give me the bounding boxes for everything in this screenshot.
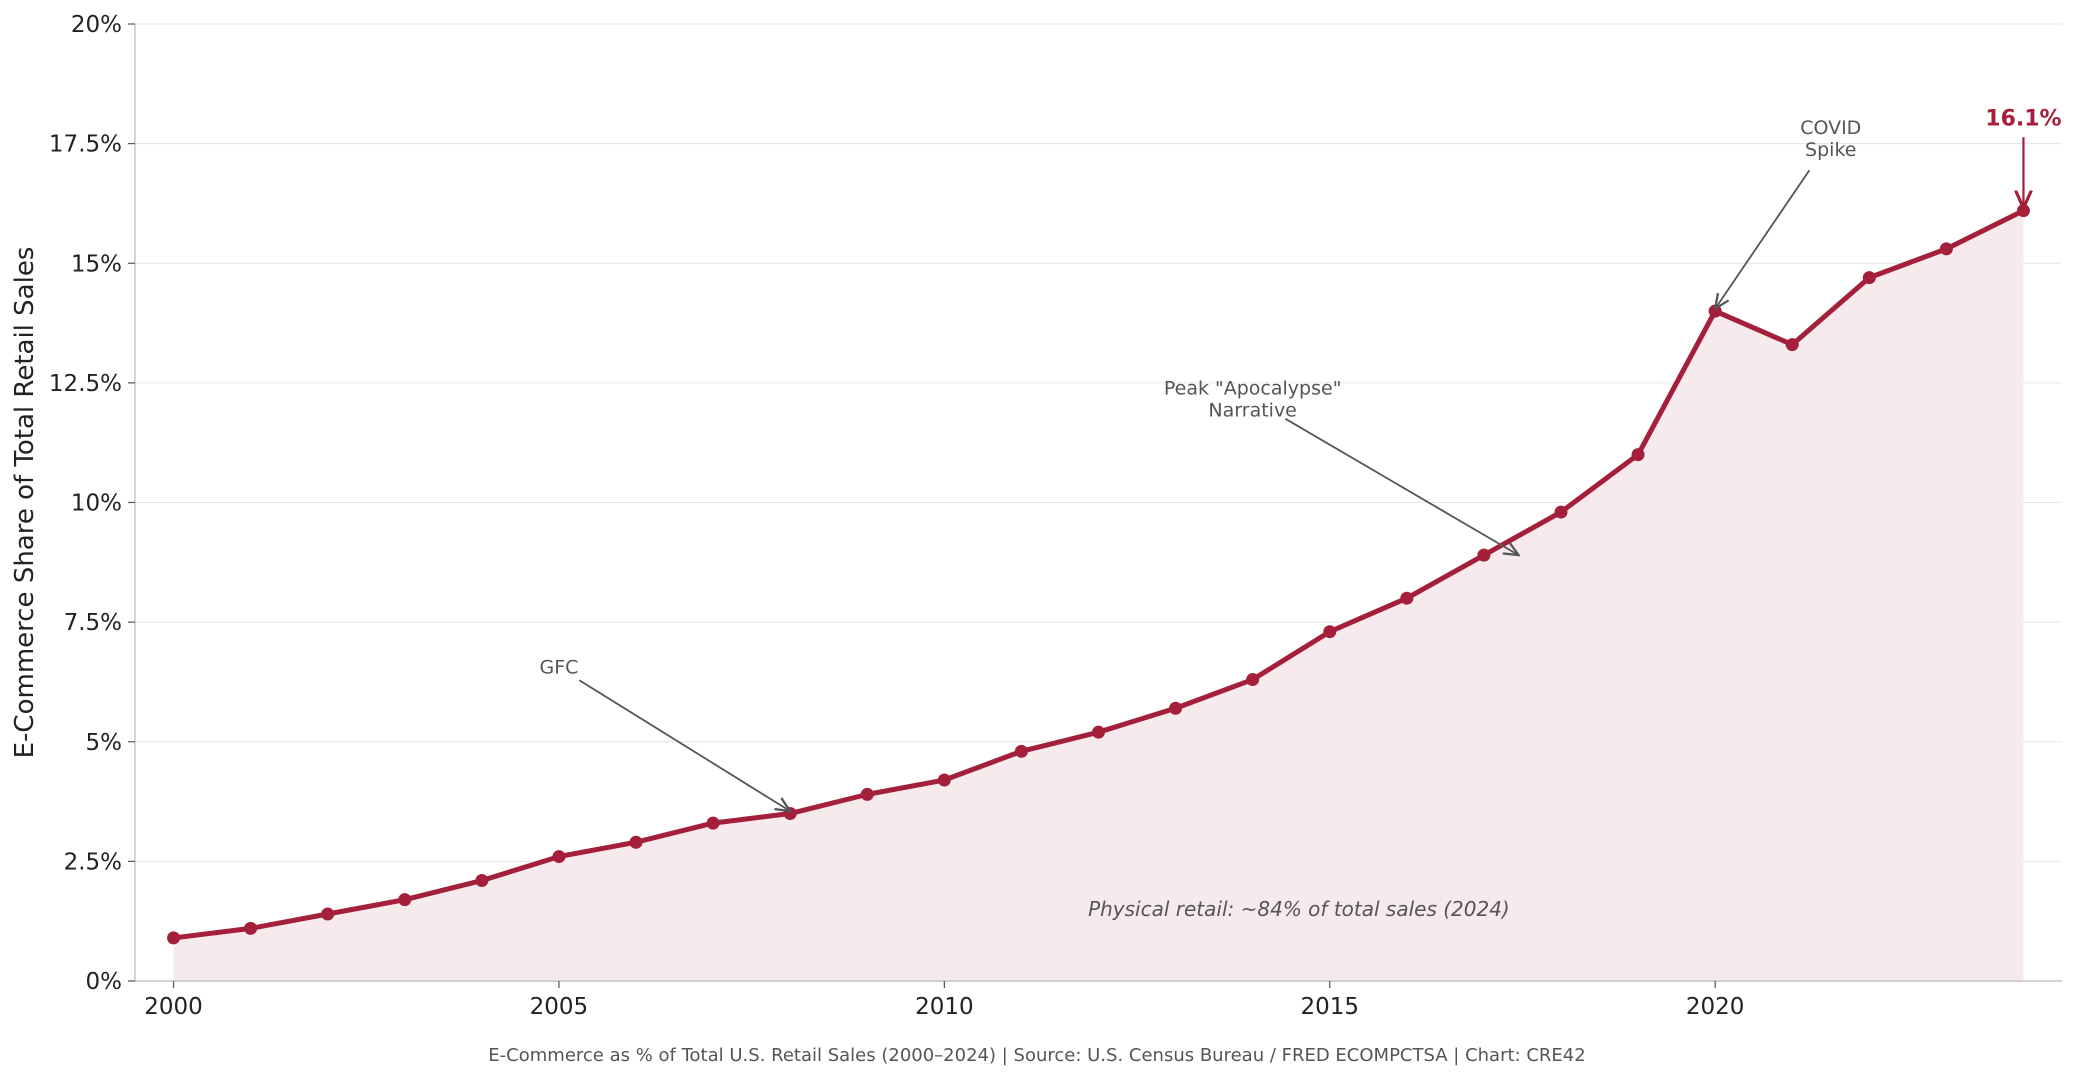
area-fill-layer xyxy=(173,210,2024,982)
x-tick-label: 2010 xyxy=(915,994,974,1020)
data-point xyxy=(244,921,258,935)
physical-retail-note: Physical retail: ~84% of total sales (20… xyxy=(1088,897,1510,921)
data-point xyxy=(1939,242,1953,256)
y-tick-label: 0% xyxy=(86,969,123,995)
data-point xyxy=(629,835,643,849)
data-point xyxy=(706,816,720,830)
annotation-label-line: GFC xyxy=(539,657,578,679)
annotation-label: COVID Spike xyxy=(1800,117,1861,161)
annotation-label-line: Peak "Apocalypse" xyxy=(1164,378,1342,400)
data-point xyxy=(167,931,181,945)
data-point xyxy=(1014,744,1028,758)
annotation-label-line: COVID xyxy=(1800,117,1861,139)
x-tick-label: 2020 xyxy=(1686,994,1745,1020)
y-tick-label: 7.5% xyxy=(64,610,122,636)
y-tick-label: 15% xyxy=(71,251,122,277)
y-tick-label: 10% xyxy=(71,491,122,517)
data-point xyxy=(1862,271,1876,285)
annotation-label-line: Narrative xyxy=(1208,400,1296,422)
data-point xyxy=(1323,625,1337,639)
x-tick-label: 2005 xyxy=(530,994,589,1020)
annotations: GFC Peak "Apocalypse" Narrative COVID Spike 1… xyxy=(539,106,2062,811)
data-point xyxy=(860,787,874,801)
data-point xyxy=(1785,338,1799,352)
y-tick-label: 2.5% xyxy=(64,849,122,875)
data-point xyxy=(1631,448,1645,462)
annotation-arrow xyxy=(1715,169,1811,308)
y-tick-label: 12.5% xyxy=(49,371,122,397)
annotation-arrow xyxy=(1285,418,1518,555)
axes xyxy=(128,23,2062,988)
y-axis-title: E-Commerce Share of Total Retail Sales xyxy=(10,247,40,759)
data-point xyxy=(1092,725,1105,739)
x-tick-label: 2000 xyxy=(144,994,203,1020)
data-point xyxy=(937,773,951,787)
x-tick-label: 2015 xyxy=(1300,994,1359,1020)
data-point xyxy=(1169,701,1183,715)
data-point xyxy=(321,907,335,921)
data-point xyxy=(1400,591,1414,605)
annotation-arrow xyxy=(578,679,790,811)
data-point xyxy=(1554,505,1568,519)
y-tick-label: 20% xyxy=(71,12,122,38)
chart-footer-source: E-Commerce as % of Total U.S. Retail Sal… xyxy=(488,1045,1585,1066)
data-point xyxy=(398,893,412,907)
annotation-label: GFC xyxy=(539,657,578,679)
data-point xyxy=(1708,304,1722,318)
chart-text: 0% 2.5% 5% 7.5% 10% 12.5% 15% 17.5% 20% 2000 2005 2… xyxy=(10,12,1744,1066)
y-tick-label: 5% xyxy=(86,730,123,756)
data-points xyxy=(167,204,2030,945)
annotation-label: Peak "Apocalypse" Narrative xyxy=(1164,378,1342,422)
area-fill xyxy=(173,210,2024,982)
gridlines xyxy=(135,23,2062,982)
y-tick-label: 17.5% xyxy=(49,132,122,158)
last-value-label: 16.1% xyxy=(1985,106,2061,131)
data-point xyxy=(475,874,489,888)
annotation-label-line: Spike xyxy=(1805,139,1856,161)
data-point xyxy=(1477,548,1491,562)
data-point xyxy=(552,850,566,864)
data-point xyxy=(1246,673,1260,687)
